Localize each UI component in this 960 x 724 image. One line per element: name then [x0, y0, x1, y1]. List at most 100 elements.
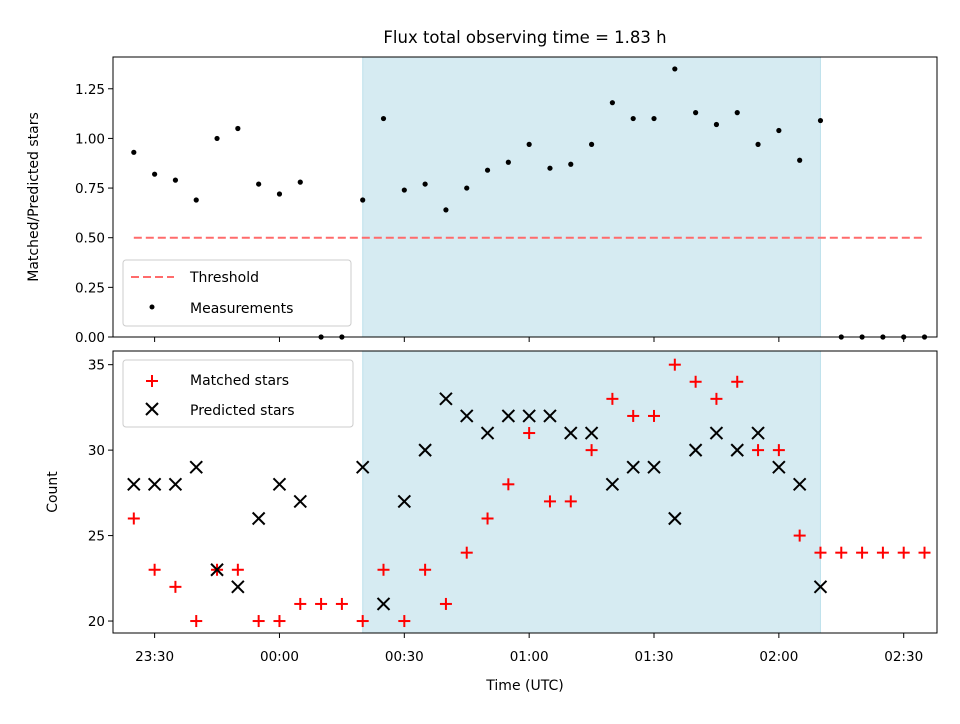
matched-star-point: [731, 375, 744, 388]
top-y-axis-label: Matched/Predicted stars: [26, 112, 42, 282]
matched-star-point: [710, 392, 723, 405]
predicted-star-point: [626, 460, 640, 474]
x-tick-label: 00:30: [385, 649, 424, 665]
predicted-star-point: [688, 443, 703, 457]
y-tick-label: 0.50: [75, 231, 105, 247]
measurement-point: [713, 121, 720, 128]
matched-star-point: [606, 392, 619, 405]
predicted-star-point: [397, 494, 412, 509]
top-axes-frame: [112, 56, 938, 338]
y-tick-label: 30: [88, 443, 105, 459]
bottom-y-ticks: 20 25 30 35: [88, 358, 113, 630]
predicted-star-point: [605, 477, 620, 492]
matched-star-point: [398, 615, 411, 628]
matched-star-point: [585, 444, 598, 457]
predicted-star-point: [231, 580, 245, 594]
matched-star-point: [356, 615, 369, 628]
bottom-legend-box: [122, 359, 354, 428]
matched-star-point: [190, 615, 203, 628]
measurement-point: [256, 181, 262, 187]
matched-star-point: [543, 495, 556, 508]
x-tick-label: 01:00: [510, 649, 549, 665]
predicted-star-point: [418, 443, 432, 457]
matched-star-point: [564, 495, 577, 508]
measurement-point: [193, 197, 199, 203]
measurement-point: [609, 100, 615, 106]
top-x-ticks: [154, 337, 905, 342]
measurement-point: [152, 171, 158, 177]
predicted-star-point: [480, 426, 495, 440]
predicted-star-point: [813, 580, 828, 594]
y-tick-label: 1.00: [75, 131, 105, 147]
chart-title: Flux total observing time = 1.83 h: [383, 28, 666, 47]
legend-measurements-label: Measurements: [190, 301, 293, 317]
matched-star-point: [231, 563, 244, 576]
top-panel: 0.00 0.25 0.50 0.75 1.00 1.25 Matched/Predict…: [26, 56, 938, 346]
measurement-point: [214, 135, 220, 142]
matched-star-point: [918, 546, 931, 559]
predicted-star-point: [647, 460, 661, 474]
legend-measurements-swatch: [149, 304, 155, 310]
predicted-star-point: [564, 426, 578, 440]
top-legend: Threshold Measurements: [122, 259, 352, 327]
predicted-star-point: [730, 443, 744, 457]
matched-star-point: [377, 563, 390, 576]
top-legend-box: [122, 259, 352, 327]
legend-predicted-swatch: [145, 402, 159, 416]
predicted-star-point: [251, 511, 266, 526]
y-tick-label: 0.25: [75, 280, 105, 296]
top-y-ticks: 0.00 0.25 0.50 0.75 1.00 1.25: [75, 82, 113, 346]
predicted-star-point: [376, 597, 391, 611]
measurement-point: [235, 125, 241, 132]
matched-star-point: [127, 512, 140, 525]
predicted-star-point: [584, 426, 599, 440]
measurement-point: [693, 110, 699, 116]
y-tick-label: 20: [88, 614, 105, 630]
x-tick-label: 02:00: [759, 649, 798, 665]
predicted-star-point: [792, 477, 807, 492]
measurement-point: [797, 157, 803, 163]
x-tick-label: 02:30: [884, 649, 923, 665]
predicted-star-point: [355, 460, 370, 474]
matched-star-point: [752, 444, 765, 457]
predicted-star-point: [189, 460, 203, 474]
bottom-panel: 20 25 30 35 23:30 00:00 00:30 01:00 01:30 02:00 0…: [45, 350, 938, 694]
predicted-star-point: [210, 563, 224, 577]
predicted-star-point: [127, 477, 141, 492]
predicted-star-point: [168, 477, 183, 492]
matched-star-point: [668, 358, 681, 371]
y-tick-label: 25: [88, 529, 105, 545]
matched-star-point: [169, 580, 182, 593]
measurement-point: [755, 141, 761, 147]
x-axis-label: Time (UTC): [485, 678, 563, 694]
measurement-point: [776, 127, 782, 134]
measurement-point: [172, 177, 179, 183]
observing-interval-shade-bottom: [362, 350, 821, 634]
matched-star-point: [335, 597, 348, 610]
observing-interval-shade-top: [362, 56, 821, 338]
x-tick-label: 00:00: [260, 649, 299, 665]
bottom-x-ticks: 23:30 00:00 00:30 01:00 01:30 02:00 02:30: [135, 633, 923, 665]
measurement-point: [568, 161, 574, 167]
matched-star-point: [252, 615, 265, 628]
measurement-point: [630, 115, 636, 122]
measurement-point: [588, 141, 595, 147]
measurement-point: [443, 207, 449, 213]
predicted-star-point: [668, 511, 682, 526]
matched-star-point: [648, 409, 661, 422]
predicted-star-point: [522, 409, 536, 423]
measurement-point: [276, 191, 283, 197]
measurement-point: [651, 115, 657, 122]
matched-star-point: [814, 546, 827, 559]
measurement-point: [464, 185, 470, 191]
measurement-point: [526, 141, 532, 147]
matched-star-point: [772, 444, 785, 457]
measurement-point: [817, 117, 824, 124]
measurement-point: [484, 167, 491, 173]
bottom-axes-frame: [112, 350, 938, 634]
predicted-star-point: [709, 426, 724, 440]
y-tick-label: 0.75: [75, 181, 105, 197]
matched-star-point: [835, 546, 848, 559]
matched-star-point: [315, 597, 328, 610]
matched-star-point: [294, 597, 307, 610]
